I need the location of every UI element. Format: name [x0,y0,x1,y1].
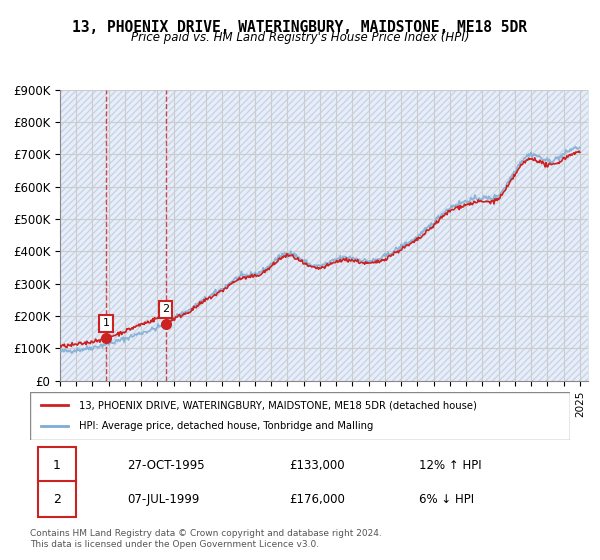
Text: Price paid vs. HM Land Registry's House Price Index (HPI): Price paid vs. HM Land Registry's House … [131,31,469,44]
FancyBboxPatch shape [38,447,76,483]
Text: 1: 1 [103,318,110,328]
Text: 12% ↑ HPI: 12% ↑ HPI [419,459,481,472]
Text: £133,000: £133,000 [289,459,345,472]
FancyBboxPatch shape [38,482,76,517]
Text: 2: 2 [162,304,169,314]
Text: £176,000: £176,000 [289,493,345,506]
Text: 1: 1 [53,459,61,472]
Text: HPI: Average price, detached house, Tonbridge and Malling: HPI: Average price, detached house, Tonb… [79,421,373,431]
Text: 27-OCT-1995: 27-OCT-1995 [127,459,205,472]
Text: 13, PHOENIX DRIVE, WATERINGBURY, MAIDSTONE, ME18 5DR: 13, PHOENIX DRIVE, WATERINGBURY, MAIDSTO… [73,20,527,35]
Text: Contains HM Land Registry data © Crown copyright and database right 2024.
This d: Contains HM Land Registry data © Crown c… [30,529,382,549]
Text: 13, PHOENIX DRIVE, WATERINGBURY, MAIDSTONE, ME18 5DR (detached house): 13, PHOENIX DRIVE, WATERINGBURY, MAIDSTO… [79,400,476,410]
Text: 07-JUL-1999: 07-JUL-1999 [127,493,200,506]
Text: 2: 2 [53,493,61,506]
Text: 6% ↓ HPI: 6% ↓ HPI [419,493,474,506]
FancyBboxPatch shape [30,392,570,440]
